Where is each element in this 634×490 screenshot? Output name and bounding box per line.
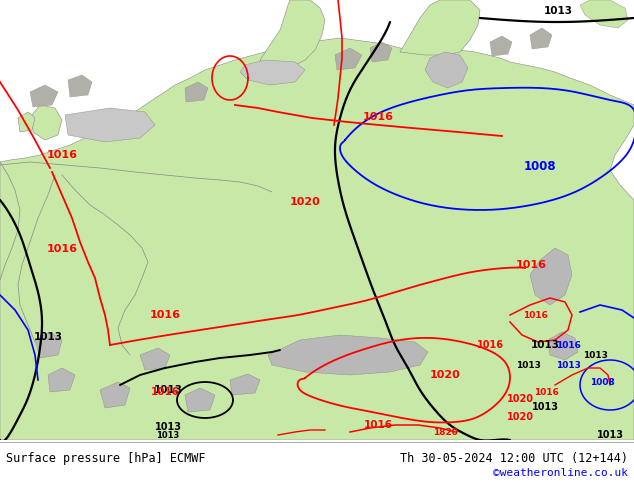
Polygon shape (35, 332, 62, 358)
Polygon shape (230, 374, 260, 395)
Text: 1013: 1013 (543, 6, 573, 16)
Polygon shape (530, 248, 572, 305)
Text: 1020: 1020 (430, 370, 460, 380)
Text: 1013: 1013 (555, 361, 581, 370)
Text: 1016: 1016 (46, 150, 77, 160)
Text: 1016: 1016 (150, 310, 181, 320)
Polygon shape (65, 108, 155, 142)
Text: 1013: 1013 (531, 340, 559, 350)
Text: 1016: 1016 (555, 341, 581, 350)
Text: 1016: 1016 (477, 340, 503, 350)
Polygon shape (335, 48, 362, 70)
Text: 1013: 1013 (597, 430, 623, 440)
Text: 1016: 1016 (363, 112, 394, 122)
Polygon shape (185, 388, 215, 412)
Text: 1013: 1013 (531, 402, 559, 412)
Text: 1016: 1016 (534, 388, 559, 397)
Polygon shape (18, 112, 35, 132)
Polygon shape (0, 38, 634, 440)
Polygon shape (185, 82, 208, 102)
Text: 1016: 1016 (46, 244, 77, 254)
Polygon shape (32, 105, 62, 140)
Polygon shape (260, 0, 325, 68)
Text: 1820: 1820 (432, 428, 458, 437)
Text: 1016: 1016 (363, 420, 392, 430)
Text: 1013: 1013 (583, 351, 607, 360)
Polygon shape (48, 368, 75, 392)
Text: Surface pressure [hPa] ECMWF: Surface pressure [hPa] ECMWF (6, 452, 205, 465)
Text: 1016: 1016 (516, 260, 547, 270)
Polygon shape (68, 75, 92, 97)
Polygon shape (100, 382, 130, 408)
Polygon shape (268, 335, 428, 375)
Polygon shape (530, 28, 552, 49)
Text: ©weatheronline.co.uk: ©weatheronline.co.uk (493, 468, 628, 478)
Polygon shape (425, 52, 468, 88)
Text: 1016: 1016 (150, 387, 179, 397)
Polygon shape (548, 332, 578, 360)
Polygon shape (370, 42, 392, 62)
Text: 1016: 1016 (522, 311, 547, 320)
Text: 1020: 1020 (290, 197, 320, 207)
Text: 1013: 1013 (515, 361, 540, 370)
Text: 1020: 1020 (507, 412, 533, 422)
Polygon shape (30, 85, 58, 107)
Polygon shape (490, 36, 512, 56)
Text: 1013: 1013 (34, 332, 63, 342)
Text: 1013: 1013 (153, 385, 183, 395)
Text: 1013: 1013 (155, 422, 181, 432)
Polygon shape (400, 0, 480, 55)
Text: 1020: 1020 (507, 394, 533, 404)
Polygon shape (580, 0, 628, 28)
Polygon shape (140, 348, 170, 370)
Text: 1008: 1008 (590, 378, 614, 387)
Polygon shape (240, 60, 305, 85)
Text: 1008: 1008 (524, 160, 556, 173)
Text: Th 30-05-2024 12:00 UTC (12+144): Th 30-05-2024 12:00 UTC (12+144) (400, 452, 628, 465)
Text: 1013: 1013 (157, 431, 179, 440)
